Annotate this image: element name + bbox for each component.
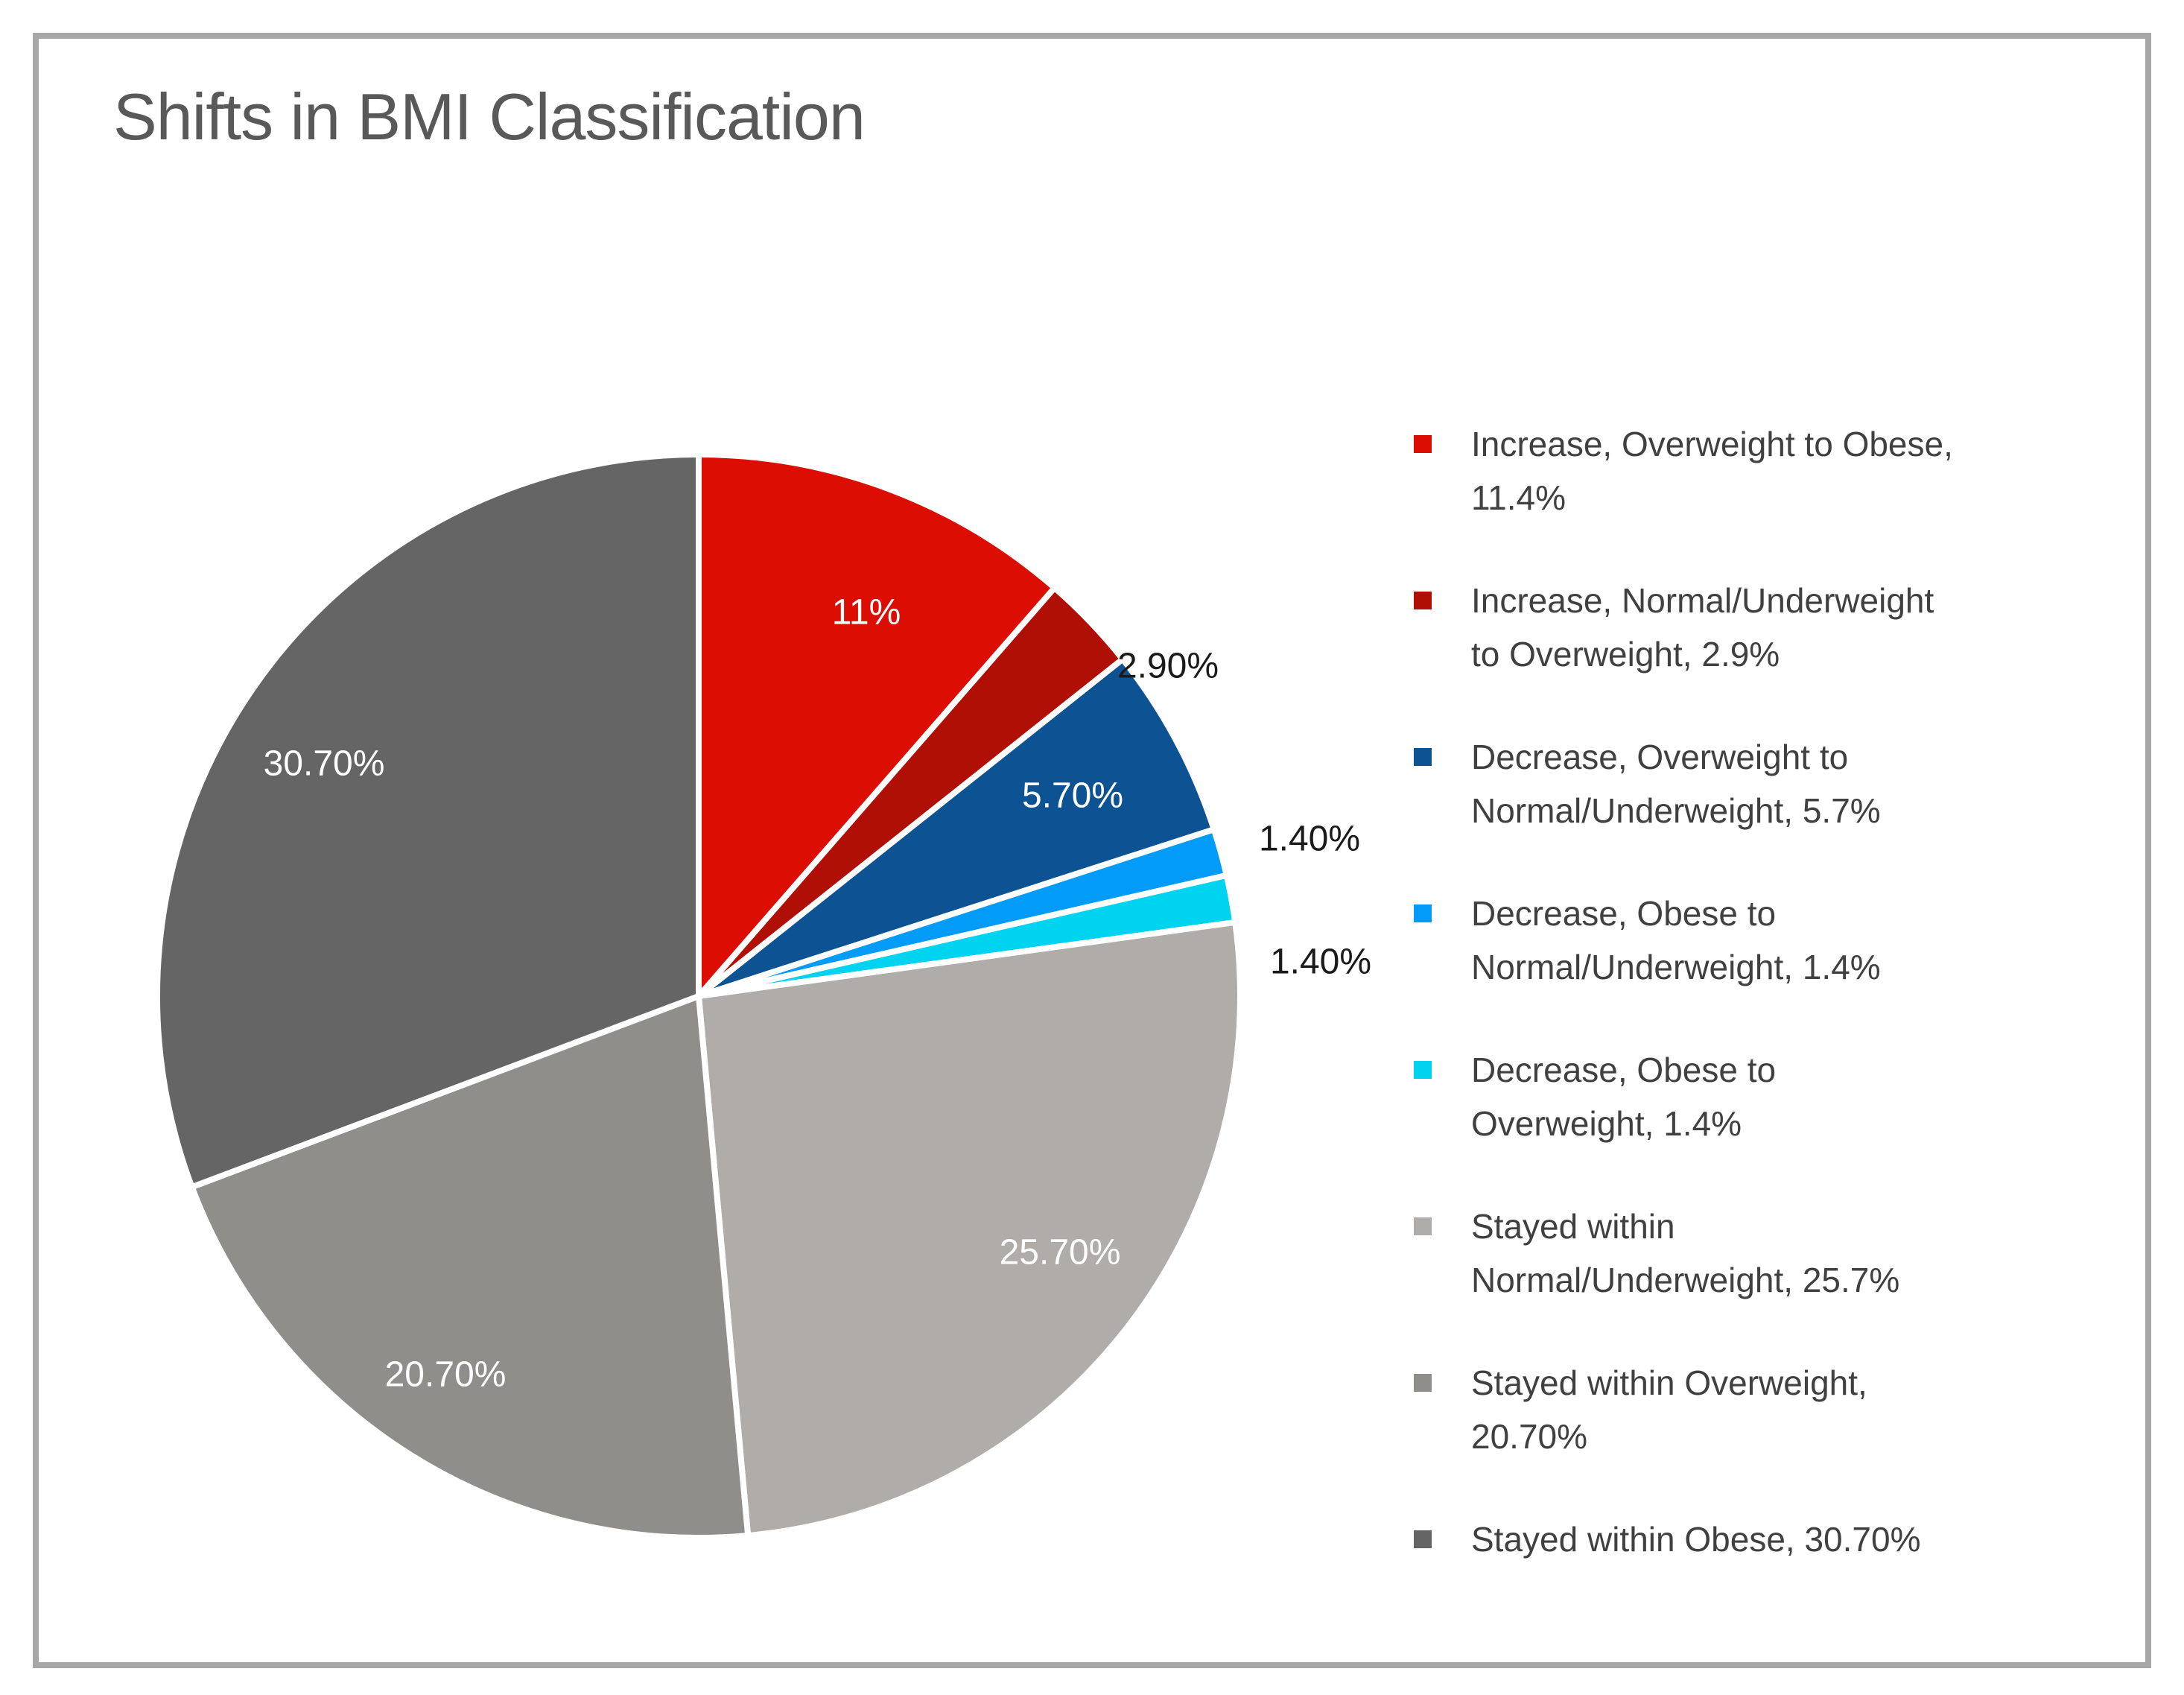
pie-callout-label: 2.90% [1117, 646, 1219, 686]
chart-legend: Increase, Overweight to Obese, 11.4% Incre… [1414, 417, 1953, 1566]
legend-entry-line: Stayed within Overweight, [1471, 1363, 1867, 1402]
pie-slice-label: 30.70% [263, 744, 385, 784]
legend-entry-line: 11.4% [1471, 478, 1566, 517]
legend-entry-text: Stayed within Obese, 30.70% [1471, 1512, 1920, 1566]
chart-title: Shifts in BMI Classification [113, 80, 866, 153]
legend-entry: Stayed within Obese, 30.70% [1414, 1512, 1953, 1566]
legend-entry: Stayed within Normal/Underweight, 25.7% [1414, 1200, 1953, 1307]
legend-entry-line: Decrease, Obese to [1471, 1051, 1777, 1089]
pie-slice [153, 452, 702, 1191]
legend-entry: Increase, Overweight to Obese, 11.4% [1414, 417, 1953, 525]
legend-marker-icon [1414, 592, 1432, 609]
pie-slice-label: 20.70% [384, 1355, 507, 1395]
legend-entry-text: Decrease, Obese to Overweight, 1.4% [1471, 1043, 1776, 1150]
pie-slice [188, 993, 752, 1542]
legend-entry: Decrease, Obese to Normal/Underweight, 1.… [1414, 887, 1953, 994]
legend-entry-line: Normal/Underweight, 1.4% [1471, 948, 1881, 986]
pie-slice [696, 452, 1058, 999]
legend-entry: Decrease, Overweight to Normal/Underweigh… [1414, 730, 1953, 837]
legend-marker-icon [1414, 1374, 1432, 1392]
legend-marker-icon [1414, 1530, 1432, 1548]
pie-slice [696, 656, 1217, 999]
legend-entry: Stayed within Overweight, 20.70% [1414, 1356, 1953, 1463]
legend-entry-text: Increase, Overweight to Obese, 11.4% [1471, 417, 1953, 525]
legend-entry-text: Increase, Normal/Underweight to Overweigh… [1471, 574, 1934, 681]
legend-entry-line: 20.70% [1471, 1417, 1588, 1456]
legend-entry-line: Stayed within Obese, 30.70% [1471, 1520, 1921, 1559]
legend-entry-text: Stayed within Overweight, 20.70% [1471, 1356, 1867, 1463]
legend-entry-line: Stayed within [1471, 1207, 1675, 1246]
legend-marker-icon [1414, 1217, 1432, 1235]
pie-callout-label: 1.40% [1269, 942, 1372, 982]
legend-entry-text: Decrease, Overweight to Normal/Underweigh… [1471, 730, 1881, 837]
legend-entry-line: Normal/Underweight, 25.7% [1471, 1261, 1900, 1299]
pie-slice [696, 919, 1243, 1539]
legend-entry-line: Increase, Normal/Underweight [1471, 581, 1934, 620]
legend-entry-text: Stayed within Normal/Underweight, 25.7% [1471, 1200, 1899, 1307]
pie-slice-label: 5.70% [1021, 776, 1124, 816]
pie-callout-label: 1.40% [1258, 819, 1361, 859]
legend-entry: Increase, Normal/Underweight to Overweigh… [1414, 574, 1953, 681]
legend-marker-icon [1414, 1061, 1432, 1079]
legend-entry-line: Increase, Overweight to Obese, [1471, 425, 1953, 463]
pie-slice-label: 25.70% [999, 1232, 1121, 1273]
legend-entry-line: to Overweight, 2.9% [1471, 635, 1780, 674]
legend-entry-line: Decrease, Overweight to [1471, 738, 1849, 776]
pie-slice-label: 11% [831, 592, 901, 633]
legend-entry-line: Overweight, 1.4% [1471, 1104, 1742, 1143]
legend-entry-line: Decrease, Obese to [1471, 894, 1777, 933]
legend-marker-icon [1414, 435, 1432, 453]
legend-entry-text: Decrease, Obese to Normal/Underweight, 1.… [1471, 887, 1881, 994]
legend-entry: Decrease, Obese to Overweight, 1.4% [1414, 1043, 1953, 1150]
legend-marker-icon [1414, 748, 1432, 766]
legend-marker-icon [1414, 904, 1432, 922]
legend-entry-line: Normal/Underweight, 5.7% [1471, 791, 1881, 830]
